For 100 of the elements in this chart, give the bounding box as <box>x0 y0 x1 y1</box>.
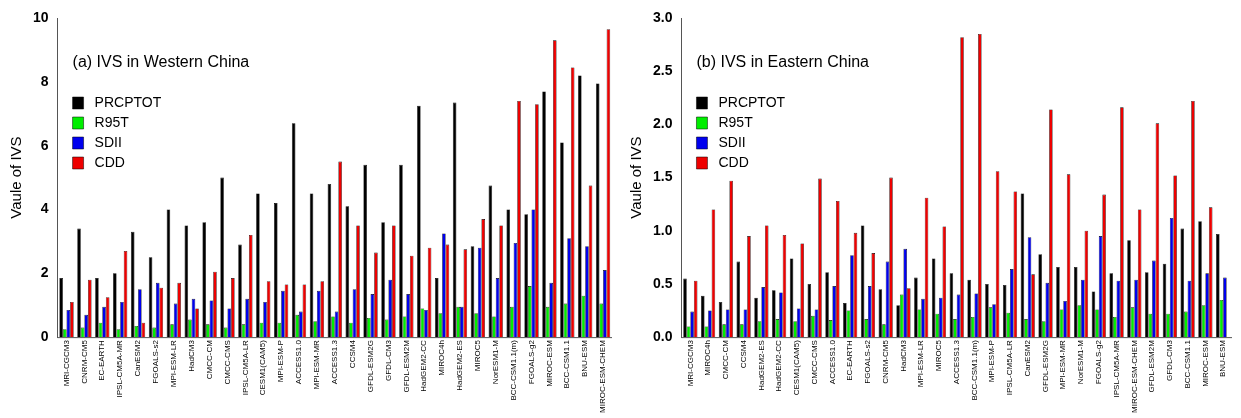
bar <box>789 258 794 338</box>
x-tick-label: MPI-ESM-P <box>276 340 286 383</box>
bar <box>718 302 723 338</box>
y-axis-title: Vaule of IVS <box>627 136 645 219</box>
x-tick-label: HadCM3 <box>898 339 908 372</box>
x-tick-label: IPSL-CM5A-MR <box>1111 339 1121 398</box>
x-tick-label: GFDL-ESM2M <box>401 339 411 393</box>
y-tick-label: 0.0 <box>652 327 673 344</box>
x-tick-label: CCSM4 <box>738 339 748 369</box>
x-tick-label: GFDL-CM3 <box>1165 339 1175 382</box>
x-tick-label: FGOALS-s2 <box>151 339 161 384</box>
bar <box>59 278 63 338</box>
legend-label: R95T <box>94 113 130 130</box>
legend-label: SDII <box>718 133 746 150</box>
x-tick-label: ACCESS1.3 <box>329 339 339 385</box>
x-tick-label: EC-EARTH <box>97 339 107 381</box>
x-tick-label: BNU-ESM <box>580 339 590 378</box>
x-tick-label: CMCC-CM <box>721 339 731 380</box>
x-tick-label: IPSL-CM5A-LR <box>240 339 250 396</box>
bar <box>291 123 296 338</box>
bar <box>1198 221 1202 338</box>
x-tick-label: MIROC5 <box>934 339 944 372</box>
bar <box>931 258 936 338</box>
y-tick-label: 1.0 <box>652 221 673 238</box>
x-tick-label: MIROC4h <box>703 340 713 376</box>
bar <box>381 222 385 338</box>
legend-label: SDII <box>94 133 122 150</box>
legend-label: CDD <box>718 153 749 170</box>
x-tick-label: ACCESS1.3 <box>951 339 961 385</box>
y-tick-label: 8 <box>40 72 49 89</box>
bar <box>184 225 189 338</box>
bar <box>148 257 153 338</box>
x-tick-label: MPI-ESM-MR <box>1058 339 1068 390</box>
x-tick-label: FGOALS-g2 <box>1094 339 1104 385</box>
x-tick-label: HadGEM2-ES <box>455 340 465 391</box>
x-tick-label: MIROC-ESM-CHEM <box>598 339 608 414</box>
x-tick-label: CNRM-CM5 <box>79 339 89 384</box>
y-tick-label: 2 <box>40 264 49 281</box>
x-tick-label: BCC-CSM1.1 <box>562 339 572 389</box>
x-tick-label: BCC-CSM1.1 <box>1182 339 1192 389</box>
y-tick-label: 2.0 <box>652 115 673 132</box>
x-tick-label: CMCC-CMS <box>222 340 232 385</box>
bar <box>488 185 493 338</box>
bar <box>95 278 99 338</box>
y-tick-label: 0 <box>40 327 49 344</box>
x-tick-label: EC-EARTH <box>845 339 855 381</box>
bar <box>1127 240 1131 338</box>
x-tick-label: IPSL-CM5A-LR <box>1005 339 1015 396</box>
bar <box>452 102 457 338</box>
legend-label: PRCPTOT <box>718 93 786 110</box>
bar <box>1020 193 1025 338</box>
x-tick-label: CanESM2 <box>1022 339 1032 377</box>
x-tick-label: GFDL-ESM2G <box>365 340 375 393</box>
x-tick-label: BCC-CSM1.1(m) <box>508 339 518 401</box>
x-tick-label: MPI-ESM-P <box>987 340 997 383</box>
x-tick-label: CCSM4 <box>347 339 357 369</box>
y-tick-label: 10 <box>32 8 49 25</box>
x-tick-label: HadGEM2-CC <box>419 339 429 392</box>
bar <box>860 225 865 338</box>
bar <box>1162 263 1167 338</box>
y-tick-label: 3.0 <box>652 8 673 25</box>
x-tick-label: MPI-ESM-LR <box>916 339 926 388</box>
x-tick-label: MIROC4h <box>437 340 447 376</box>
x-tick-label: HadGEM2-ES <box>756 340 766 391</box>
x-tick-label: MIROC-ESM <box>544 339 554 387</box>
y-tick-label: 1.5 <box>652 168 673 185</box>
bar <box>807 283 812 338</box>
bar <box>949 273 954 338</box>
bar <box>524 214 528 338</box>
x-tick-label: BNU-ESM <box>1218 339 1228 378</box>
x-tick-label: CMCC-CMS <box>809 340 819 385</box>
x-tick-label: MPI-ESM-LR <box>169 339 179 388</box>
x-tick-label: MPI-ESM-MR <box>312 339 322 390</box>
x-tick-label: GFDL-ESM2M <box>1147 339 1157 393</box>
y-tick-label: 0.5 <box>652 274 673 291</box>
y-tick-label: 2.5 <box>652 62 673 79</box>
x-tick-label: ACCESS1.0 <box>827 339 837 385</box>
x-tick-label: FGOALS-s2 <box>863 339 873 384</box>
x-tick-label: NorESM1-M <box>1076 339 1086 385</box>
x-tick-label: MIROC5 <box>473 339 483 372</box>
x-tick-label: GFDL-CM3 <box>383 339 393 382</box>
x-tick-label: FGOALS-g2 <box>526 339 536 385</box>
text: (a) IVS in Western China <box>72 53 250 71</box>
text: (b) IVS in Eastern China <box>696 53 870 71</box>
y-axis-title: Vaule of IVS <box>7 136 25 219</box>
bar <box>166 209 171 338</box>
x-tick-label: CanESM2 <box>133 339 143 377</box>
bar <box>825 272 829 338</box>
x-tick-label: MIROC-ESM-CHEM <box>1129 339 1139 414</box>
legend-label: CDD <box>94 153 125 170</box>
x-tick-label: BCC-CSM1.1(m) <box>969 339 979 401</box>
legend-label: PRCPTOT <box>94 93 162 110</box>
x-tick-label: MRI-CGCM3 <box>61 339 71 387</box>
x-tick-label: IPSL-CM5A-MR <box>115 339 125 398</box>
bar <box>327 183 332 338</box>
x-tick-label: HadCM3 <box>186 339 196 372</box>
x-tick-label: CESM1(CAM5) <box>792 339 802 396</box>
bar <box>878 289 883 338</box>
x-tick-label: MIROC-ESM <box>1200 339 1210 387</box>
x-tick-label: GFDL-ESM2G <box>1040 340 1050 393</box>
